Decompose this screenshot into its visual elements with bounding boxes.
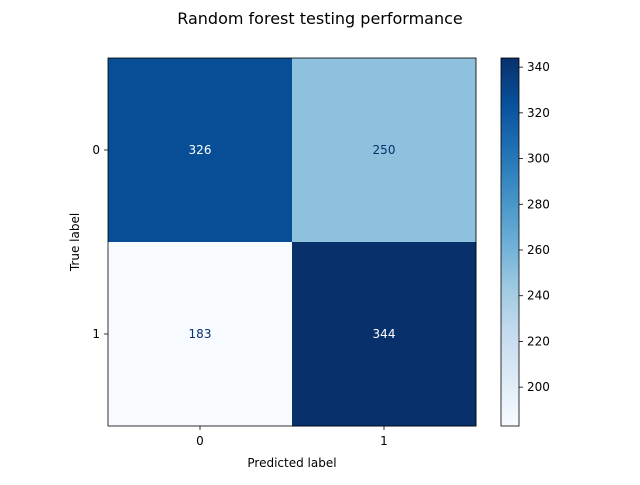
heatmap-cell-r0-c0 xyxy=(108,58,293,243)
colorbar-ticks: 200 220 240 260 280 300 320 340 xyxy=(519,60,550,394)
colorbar-tick-label-5: 300 xyxy=(527,152,550,166)
cell-value-r0-c0: 326 xyxy=(189,143,212,157)
x-tick-label-0: 0 xyxy=(196,434,204,448)
cell-value-r1-c0: 183 xyxy=(189,327,212,341)
colorbar-tick-label-6: 320 xyxy=(527,106,550,120)
colorbar-tick-label-2: 240 xyxy=(527,289,550,303)
y-axis-ticks: 01 xyxy=(92,143,108,341)
heatmap-cell-r0-c1 xyxy=(292,58,477,243)
x-tick-label-1: 1 xyxy=(380,434,388,448)
colorbar-tick-label-1: 220 xyxy=(527,334,550,348)
cell-value-r0-c1: 250 xyxy=(373,143,396,157)
colorbar xyxy=(500,57,520,427)
x-axis-label: Predicted label xyxy=(247,456,336,470)
heatmap-cell-r1-c1 xyxy=(292,242,477,427)
heatmap-cell-r1-c0 xyxy=(108,242,293,427)
y-tick-label-1: 1 xyxy=(92,327,100,341)
colorbar-tick-label-4: 280 xyxy=(527,197,550,211)
y-tick-label-0: 0 xyxy=(92,143,100,157)
colorbar-tick-label-3: 260 xyxy=(527,243,550,257)
cell-value-r1-c1: 344 xyxy=(373,327,396,341)
chart-title: Random forest testing performance xyxy=(177,9,463,28)
plot-frame xyxy=(107,57,477,427)
colorbar-tick-label-0: 200 xyxy=(527,380,550,394)
colorbar-tick-label-7: 340 xyxy=(527,60,550,74)
heatmap-cell-labels: 326 250 183 344 xyxy=(189,143,396,341)
heatmap-cells xyxy=(108,58,477,427)
y-axis-label: True label xyxy=(68,213,82,272)
